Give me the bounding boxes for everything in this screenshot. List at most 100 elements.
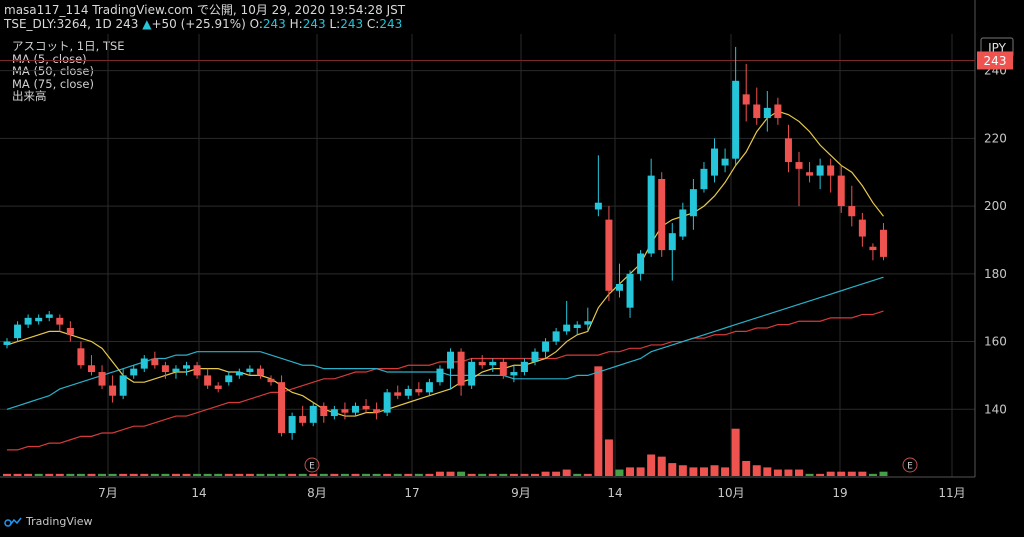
legend-volume[interactable]: 出来高: [12, 89, 47, 103]
volume-bar: [161, 473, 170, 476]
volume-bar: [193, 473, 202, 476]
earnings-marker-icon: [304, 457, 320, 473]
volume-bar: [98, 473, 107, 476]
candle-body: [278, 382, 286, 433]
volume-bar: [245, 473, 254, 476]
volume-bar: [478, 473, 487, 476]
candle-body: [341, 409, 349, 413]
volume-bar: [467, 473, 476, 476]
candle-body: [615, 283, 623, 291]
volume-bar: [531, 473, 539, 476]
volume-bar: [721, 467, 730, 476]
candle-body: [626, 273, 634, 308]
volume-bar: [541, 471, 550, 476]
candle-body: [858, 219, 866, 237]
volume-bar: [752, 465, 761, 476]
volume-bar: [763, 467, 772, 476]
candle-body: [647, 175, 655, 254]
candle-body: [172, 368, 180, 373]
volume-bar: [3, 473, 11, 476]
candle-body: [235, 372, 243, 376]
volume-bar: [362, 473, 371, 476]
volume-bar: [129, 473, 138, 476]
candle-body: [56, 317, 64, 325]
candle-body: [183, 365, 191, 369]
candle-body: [87, 365, 95, 373]
candle-body: [879, 229, 887, 257]
x-tick-label: 9月: [511, 486, 531, 500]
high-value: 243: [302, 17, 326, 31]
x-tick-label: 10月: [717, 486, 744, 500]
candle-body: [489, 361, 497, 366]
candle-body: [848, 206, 856, 217]
volume-bar: [488, 473, 497, 476]
volume-bar: [573, 473, 582, 476]
legend-ma5[interactable]: MA (5, close): [12, 51, 87, 66]
volume-bar: [340, 473, 349, 476]
volume-bar: [435, 471, 444, 476]
candle-body: [415, 388, 423, 393]
x-tick-label: 14: [607, 486, 622, 500]
candle-body: [732, 80, 740, 159]
candle-body: [637, 253, 645, 274]
earnings-marker-label: E: [309, 462, 315, 472]
footer-brand-text: TradingView: [26, 515, 93, 528]
chart-publish-info: masa117_114 TradingView.com で公開, 10月 29,…: [4, 3, 406, 17]
y-tick-label: 160: [984, 335, 1007, 349]
candle-body: [837, 175, 845, 207]
last-price: 243: [115, 17, 139, 31]
volume-bar: [13, 473, 22, 476]
volume-bar: [847, 471, 856, 476]
volume-bar: [826, 471, 835, 476]
legend-symbol[interactable]: アスコット, 1日, TSE: [12, 39, 125, 53]
y-tick-label: 220: [984, 131, 1007, 145]
candle-body: [330, 409, 338, 417]
candle-body: [563, 324, 571, 332]
candle-body: [827, 165, 835, 176]
footer-branding[interactable]: TradingView: [4, 515, 92, 528]
volume-bar: [795, 469, 803, 476]
candle-body: [499, 361, 507, 376]
candle-body: [140, 358, 148, 369]
ohlc-readout: TSE_DLY:3264, 1D 243 ▲+50 (+25.91%) O:24…: [4, 17, 402, 31]
volume-bar: [277, 473, 286, 476]
earnings-marker-icon: [902, 457, 918, 473]
volume-bar: [45, 473, 54, 476]
volume-bar: [678, 465, 687, 476]
symbol-label: TSE_DLY:3264, 1D: [4, 17, 112, 31]
open-value: 243: [262, 17, 286, 31]
volume-bar: [626, 467, 635, 476]
candle-body: [531, 351, 539, 362]
volume-bar: [404, 473, 413, 476]
volume-bar: [858, 471, 867, 476]
volume-bar: [24, 473, 33, 476]
candle-body: [35, 317, 43, 322]
last-price-badge-label: 243: [984, 54, 1007, 68]
volume-bar: [119, 473, 128, 476]
chart-legend: アスコット, 1日, TSE MA (5, close) MA (50, clo…: [12, 40, 125, 103]
x-tick-label: 19: [832, 486, 847, 500]
candle-body: [320, 405, 328, 417]
x-tick-label: 17: [404, 486, 419, 500]
candle-body: [45, 314, 53, 318]
volume-bar: [383, 473, 392, 476]
volume-bar: [636, 467, 645, 476]
candle-body: [869, 246, 877, 251]
volume-bar: [784, 469, 793, 476]
volume-bar: [171, 473, 180, 476]
candle-body: [14, 324, 22, 339]
volume-bar: [66, 473, 75, 476]
volume-bar: [520, 473, 529, 476]
candle-body: [214, 385, 222, 389]
candle-body: [394, 392, 402, 396]
candle-body: [299, 416, 307, 423]
legend-ma75[interactable]: MA (75, close): [12, 76, 94, 91]
candle-body: [383, 392, 391, 413]
volume-bar: [509, 473, 518, 476]
candle-body: [774, 104, 782, 119]
candle-body: [119, 375, 127, 396]
candle-body: [753, 104, 761, 119]
x-tick-label: 11月: [938, 486, 965, 500]
volume-bar: [372, 473, 381, 476]
